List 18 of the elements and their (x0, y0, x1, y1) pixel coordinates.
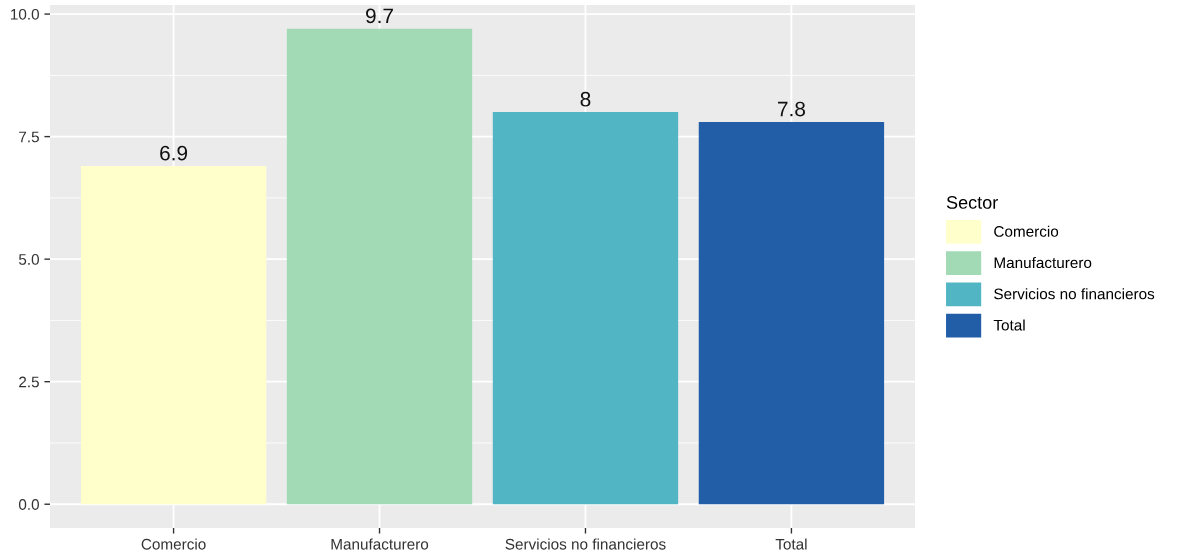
legend-label: Servicios no financieros (994, 288, 1155, 300)
x-tick-label: Manufacturero (331, 538, 429, 550)
legend-title: Sector (946, 196, 998, 209)
y-tick-label: 10.0 (11, 8, 39, 20)
y-tick-label: 7.5 (19, 131, 39, 143)
y-tick-label: 0.0 (18, 499, 39, 510)
data-label: 6.9 (160, 145, 188, 161)
x-tick-label: Comercio (141, 538, 206, 550)
x-tick-label: Total (775, 538, 807, 550)
x-tick-label: Servicios no financieros (505, 538, 666, 550)
y-tick-label: 2.5 (19, 376, 39, 388)
y-tick-label: 5.0 (18, 254, 39, 265)
legend-label: Manufacturero (994, 256, 1092, 269)
data-label: 8 (580, 91, 591, 107)
legend-label: Comercio (994, 225, 1059, 237)
data-label: 9.7 (366, 8, 393, 24)
legend-label: Total (993, 319, 1025, 331)
data-label: 7.8 (778, 101, 805, 117)
